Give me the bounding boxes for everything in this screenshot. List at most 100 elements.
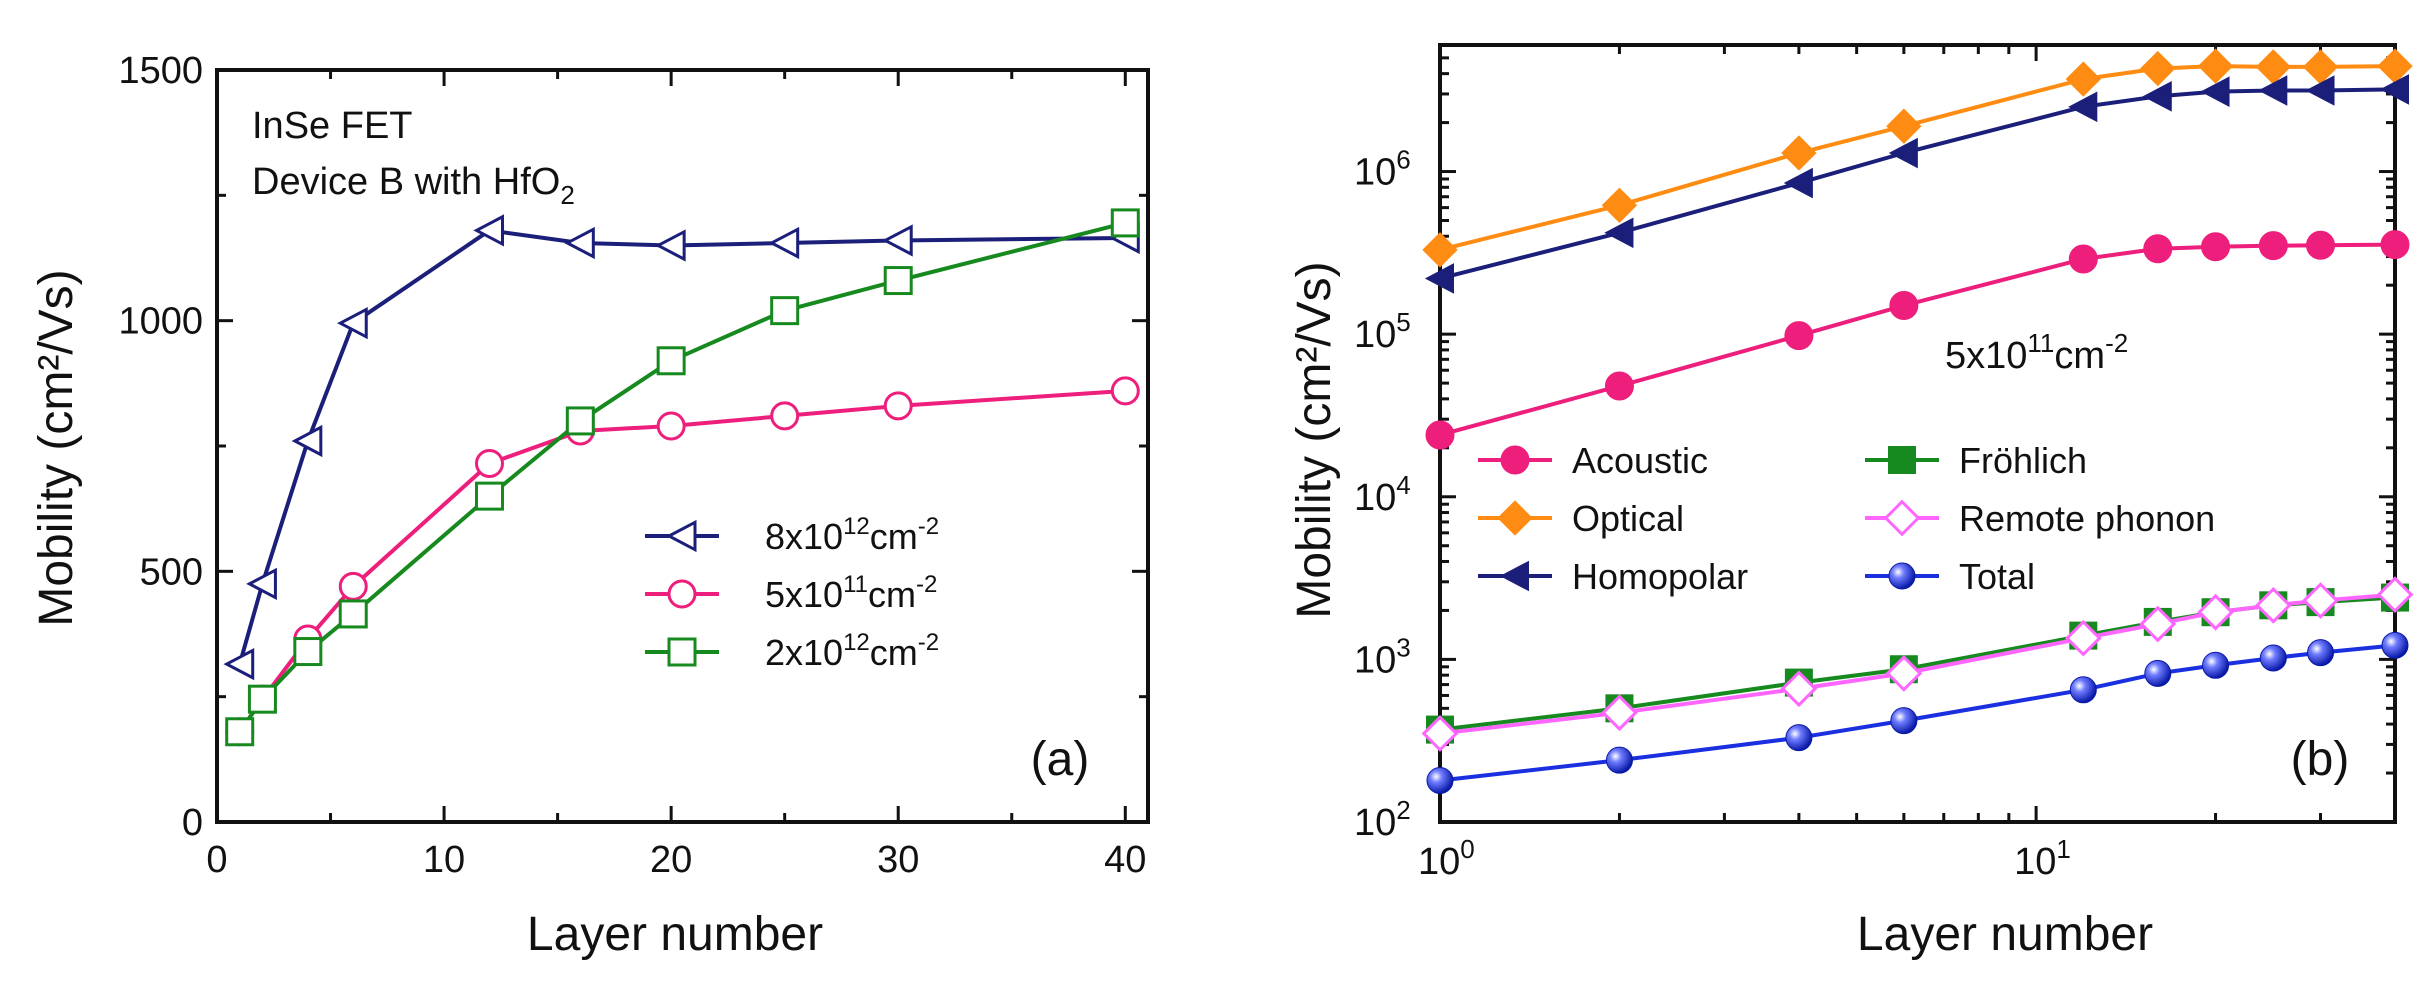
series-2e12-point <box>293 637 323 667</box>
series-remote-phonon-line <box>1439 592 2396 736</box>
panel-a-legend-series-5e11-marker <box>667 579 697 609</box>
panel-b-x-tick-label: 101 <box>2014 834 2071 883</box>
panel-a-legend-label-series-5e11-unit: cm <box>868 574 916 615</box>
series-5e11-point <box>656 411 686 441</box>
series-5e11-point <box>770 401 800 431</box>
series-acoustic-point <box>1425 420 1455 450</box>
panel-a-tag: (a) <box>1031 733 1090 786</box>
series-acoustic-point <box>1604 371 1634 401</box>
series-homopolar-point <box>1424 263 1454 294</box>
panel-a-legend-series-2e12-marker <box>667 637 697 667</box>
tick-base: 10 <box>1354 314 1396 356</box>
panel-a-legend-label-series-2e12-unit: cm <box>870 632 918 673</box>
panel-a-chart: 0 10 20 30 40 0 500 1000 1500 Layer number Mobil… <box>30 50 1150 961</box>
series-5e11-point <box>1110 376 1140 406</box>
panel-a-y-tick-label: 500 <box>140 551 203 593</box>
panel-b-x-tick-label: 100 <box>1418 834 1475 883</box>
panel-b-y-axis-label: Mobility (cm²/Vs) <box>1288 261 1341 618</box>
series-acoustic-point <box>2201 232 2231 262</box>
series-acoustic-line <box>1439 242 2396 437</box>
series-8e12-point <box>473 214 504 247</box>
panel-a-legend-series-8e12-marker <box>665 519 697 553</box>
panel-a-legend-label-series-2e12-mantissa: 2x10 <box>765 632 843 673</box>
panel-a-note-device: InSe FET <box>252 105 413 147</box>
tick-exponent: 3 <box>1396 632 1410 662</box>
series-2e12-point <box>883 266 913 296</box>
series-remote-phonon-point <box>2139 605 2177 643</box>
panel-b-legend-homopolar-marker <box>1499 560 1529 592</box>
series-total-point <box>1785 724 1813 752</box>
series-total-point <box>2069 676 2097 704</box>
series-homopolar-line <box>1439 87 2396 281</box>
panel-b-series <box>1421 48 2414 794</box>
series-2e12-line <box>238 220 1126 733</box>
series-remote-phonon-point <box>2302 582 2339 619</box>
panel-b-y-tick-label: 105 <box>1354 307 1411 356</box>
series-5e11-point <box>338 571 368 601</box>
panel-a-x-tick-label: 20 <box>650 839 692 881</box>
series-homopolar-point <box>2142 81 2172 112</box>
series-homopolar-point <box>2200 76 2230 107</box>
tick-base: 10 <box>1354 152 1396 194</box>
series-homopolar-point <box>2305 75 2335 106</box>
series-homopolar-point <box>2068 91 2098 123</box>
density-unit-exponent: -2 <box>2105 328 2128 358</box>
series-5e11-point <box>883 391 913 421</box>
panel-b-legend: Acoustic Optical Homopolar Fröhlich Remote p… <box>1478 440 2215 597</box>
series-2e12-point <box>565 406 595 436</box>
series-8e12-point <box>246 567 277 600</box>
panel-a-tick-labels: 0 10 20 30 40 0 500 1000 1500 <box>118 50 1146 881</box>
series-acoustic-point <box>2380 230 2410 260</box>
panel-a-x-tick-label: 0 <box>206 839 227 881</box>
series-optical-point <box>1886 108 1922 144</box>
panel-b-tag: (b) <box>2291 733 2350 786</box>
dielectric-text: Device B with HfO <box>252 161 560 203</box>
series-2e12-point <box>656 346 686 376</box>
series-total-point <box>2307 639 2335 667</box>
panel-b-legend-label-optical: Optical <box>1572 498 1684 539</box>
series-8e12-line <box>237 228 1126 665</box>
panel-b-legend-frohlich-marker <box>1888 446 1916 474</box>
panel-a-legend-label-series-8e12-unit-exponent: -2 <box>918 513 939 540</box>
series-total-line <box>1439 643 2396 783</box>
panel-a-x-tick-label: 30 <box>877 839 919 881</box>
series-remote-phonon-point <box>1780 670 1818 708</box>
series-acoustic-point <box>2143 234 2173 264</box>
series-homopolar-point <box>1783 167 1813 199</box>
panel-a-note-dielectric: Device B with HfO2 <box>252 161 575 210</box>
panel-b-legend-label-acoustic: Acoustic <box>1572 440 1708 481</box>
tick-exponent: 1 <box>2056 834 2070 864</box>
series-2e12-point <box>225 717 255 747</box>
series-total-point <box>2259 644 2287 672</box>
series-homopolar-point <box>2258 75 2288 106</box>
panel-a-legend-label-series-8e12-unit: cm <box>870 516 918 557</box>
series-optical-line <box>1439 64 2396 252</box>
panel-b-axes <box>1438 43 2397 824</box>
series-8e12-point <box>881 224 913 257</box>
series-homopolar-point <box>1604 217 1634 249</box>
series-5e11-line <box>238 388 1126 733</box>
tick-exponent: 0 <box>1460 834 1474 864</box>
tick-base: 10 <box>1354 802 1396 844</box>
series-remote-phonon-point <box>1421 715 1459 752</box>
panel-b-legend-label-frohlich: Fröhlich <box>1959 440 2087 481</box>
tick-exponent: 2 <box>1396 795 1410 825</box>
series-2e12-point <box>247 684 277 714</box>
panel-b-y-tick-label: 103 <box>1354 632 1411 681</box>
series-acoustic-point <box>2068 244 2098 274</box>
panel-b-x-axis-label: Layer number <box>1857 908 2153 961</box>
tick-exponent: 4 <box>1396 470 1410 500</box>
panel-a-legend-label-series-8e12-mantissa: 8x10 <box>765 516 843 557</box>
panel-a-series <box>223 208 1140 747</box>
series-2e12-point <box>770 296 800 326</box>
series-2e12-point <box>338 599 368 629</box>
panel-a-x-tick-label: 40 <box>1104 839 1146 881</box>
panel-b-legend-optical-marker <box>1497 500 1533 536</box>
panel-a-legend-label-series-5e11-exponent: 11 <box>843 571 868 598</box>
series-5e11-point <box>474 449 504 479</box>
panel-b-y-tick-label: 104 <box>1354 470 1411 519</box>
series-8e12-point <box>768 226 800 260</box>
panel-a-y-tick-label: 1500 <box>118 50 203 92</box>
